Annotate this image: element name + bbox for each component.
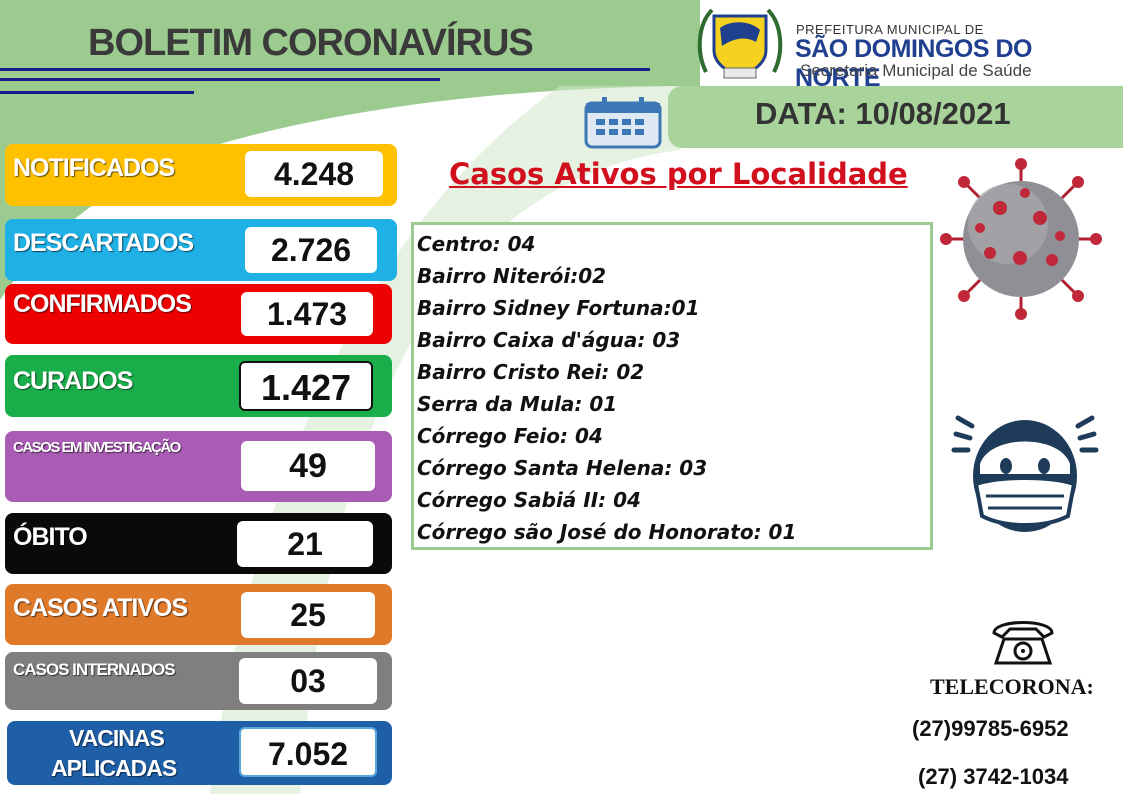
coat-of-arms-icon	[697, 8, 783, 79]
localities-box: Centro: 04 Bairro Niterói:02 Bairro Sidn…	[411, 222, 933, 550]
list-item: Córrego Feio: 04	[417, 424, 603, 448]
title-underline-3	[0, 91, 194, 94]
notificados-value: 4.248	[245, 151, 383, 197]
investigacao-label: CASOS EM INVESTIGAÇÃO	[13, 439, 181, 456]
curados-value: 1.427	[239, 361, 373, 411]
list-item: Córrego Sabiá II: 04	[417, 488, 641, 512]
notificados-label: NOTIFICADOS	[13, 154, 175, 182]
calendar-icon	[584, 97, 662, 149]
list-item: Córrego Santa Helena: 03	[417, 456, 708, 480]
internados-value: 03	[239, 658, 377, 704]
prefeitura-label: PREFEITURA MUNICIPAL DE	[796, 22, 984, 37]
telecorona-label: TELECORONA:	[930, 674, 1094, 699]
vacinas-value: 7.052	[239, 727, 377, 777]
list-item: Serra da Mula: 01	[417, 392, 618, 416]
report-date: DATA: 10/08/2021	[755, 96, 1011, 131]
investigacao-panel: CASOS EM INVESTIGAÇÃO 49	[5, 431, 392, 502]
page-title: BOLETIM CORONAVÍRUS	[88, 22, 534, 64]
descartados-panel: DESCARTADOS 2.726	[5, 219, 397, 281]
localities-list: Centro: 04 Bairro Niterói:02 Bairro Sidn…	[417, 228, 796, 548]
ativos-value: 25	[241, 592, 375, 638]
title-underline-2	[0, 78, 440, 81]
vacinas-label-line2: APLICADAS	[51, 755, 177, 781]
curados-label: CURADOS	[13, 367, 133, 395]
phone-number-2: (27) 3742-1034	[918, 764, 1069, 789]
masked-face-icon	[951, 415, 1099, 532]
obito-panel: ÓBITO 21	[5, 513, 392, 574]
confirmados-panel: CONFIRMADOS 1.473	[5, 284, 392, 344]
internados-label: CASOS INTERNADOS	[13, 660, 176, 679]
vacinas-label-line1: VACINAS	[69, 725, 165, 751]
virus-icon	[940, 158, 1102, 320]
phone-number-1: (27)99785-6952	[912, 716, 1069, 741]
notificados-panel: NOTIFICADOS 4.248	[5, 144, 397, 206]
ativos-label: CASOS ATIVOS	[13, 594, 188, 622]
list-item: Bairro Sidney Fortuna:01	[417, 296, 700, 320]
descartados-label: DESCARTADOS	[13, 229, 194, 257]
ativos-panel: CASOS ATIVOS 25	[5, 584, 392, 645]
title-underline	[0, 68, 650, 71]
list-item: Córrego são José do Honorato: 01	[417, 520, 797, 544]
vacinas-panel: VACINAS APLICADAS 7.052	[7, 721, 392, 785]
date-panel	[668, 86, 1123, 148]
list-item: Bairro Niterói:02	[417, 264, 607, 288]
obito-value: 21	[237, 521, 373, 567]
localities-heading: Casos Ativos por Localidade	[449, 157, 908, 191]
confirmados-value: 1.473	[241, 292, 373, 336]
descartados-value: 2.726	[245, 227, 377, 273]
obito-label: ÓBITO	[13, 523, 88, 551]
telephone-icon	[992, 621, 1054, 665]
curados-panel: CURADOS 1.427	[5, 355, 392, 417]
investigacao-value: 49	[241, 441, 375, 491]
list-item: Bairro Caixa d'água: 03	[417, 328, 681, 352]
list-item: Centro: 04	[417, 232, 536, 256]
secretaria-label: Secretaria Municipal de Saúde	[800, 61, 1032, 80]
confirmados-label: CONFIRMADOS	[13, 290, 192, 318]
list-item: Bairro Cristo Rei: 02	[417, 360, 645, 384]
internados-panel: CASOS INTERNADOS 03	[5, 652, 392, 710]
